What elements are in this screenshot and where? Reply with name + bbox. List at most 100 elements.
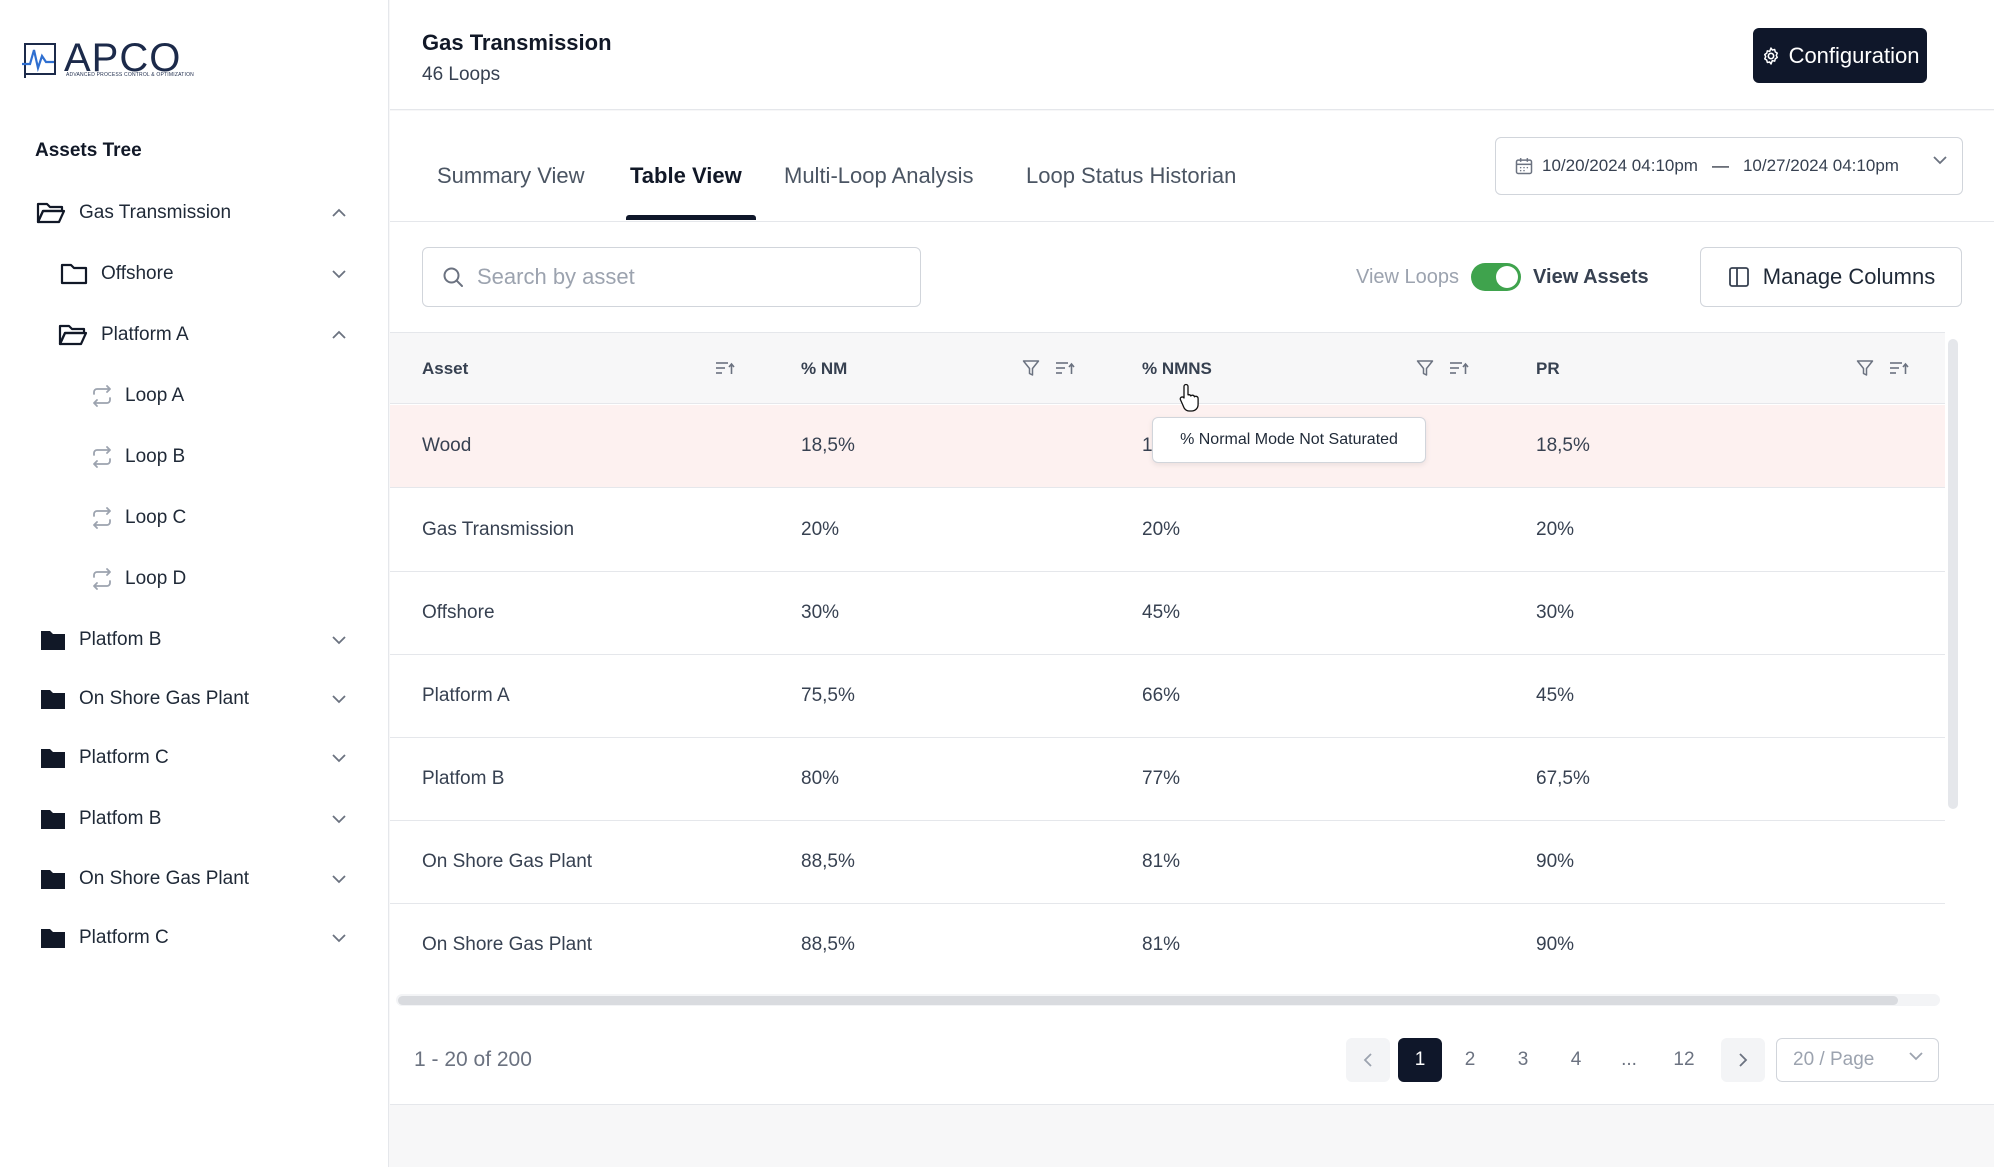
gear-icon <box>1763 46 1778 65</box>
cell-nm: 80% <box>801 768 840 789</box>
tree-item-platform-c[interactable]: Platform C <box>0 733 389 783</box>
tree-item-label: Gas Transmission <box>79 202 232 223</box>
tree-item-platfom-b-2[interactable]: Platfom B <box>0 794 389 844</box>
tab-summary-view[interactable]: Summary View <box>437 163 585 188</box>
search-input[interactable] <box>477 264 897 290</box>
column-header-asset[interactable]: Asset <box>422 359 469 378</box>
tree-item-gas-transmission[interactable]: Gas Transmission <box>0 188 389 238</box>
chevron-up-icon[interactable] <box>326 200 352 226</box>
sidebar: APCO ADVANCED PROCESS CONTROL & OPTIMIZA… <box>0 0 389 1167</box>
cell-nmns: 81% <box>1142 934 1181 955</box>
active-tab-indicator <box>626 215 756 220</box>
loop-icon <box>87 383 117 409</box>
cell-asset: Offshore <box>422 602 495 623</box>
tree-item-on-shore-gas-plant[interactable]: On Shore Gas Plant <box>0 674 389 724</box>
loop-icon <box>87 505 117 531</box>
tree-item-label: Loop C <box>125 507 187 528</box>
tab-table-view[interactable]: Table View <box>630 163 742 188</box>
table-header: Asset % NM % NMNS PR <box>390 332 1945 404</box>
tree-item-platform-a[interactable]: Platform A <box>0 310 389 360</box>
tree-item-loop-a[interactable]: Loop A <box>0 371 389 421</box>
filter-icon[interactable] <box>1414 357 1436 379</box>
column-tooltip: % Normal Mode Not Saturated <box>1152 417 1426 463</box>
horizontal-scrollbar[interactable] <box>398 996 1898 1005</box>
tree-item-label: On Shore Gas Plant <box>79 868 250 889</box>
table-row[interactable]: Gas Transmission 20% 20% 20% <box>390 489 1945 572</box>
table-row[interactable]: On Shore Gas Plant 88,5% 81% 90% <box>390 904 1945 987</box>
vertical-scrollbar[interactable] <box>1948 339 1958 809</box>
chevron-down-icon[interactable] <box>326 866 352 892</box>
tree-item-on-shore-gas-plant-2[interactable]: On Shore Gas Plant <box>0 854 389 904</box>
search-icon <box>443 267 463 287</box>
view-assets-label[interactable]: View Assets <box>1533 265 1649 288</box>
loop-count: 46 Loops <box>422 64 501 85</box>
cell-asset: Wood <box>422 435 472 456</box>
cell-nm: 30% <box>801 602 840 623</box>
tree-item-loop-b[interactable]: Loop B <box>0 432 389 482</box>
tree-item-loop-d[interactable]: Loop D <box>0 554 389 604</box>
loop-icon <box>87 566 117 592</box>
tree-item-platfom-b[interactable]: Platfom B <box>0 615 389 665</box>
prev-page-button[interactable] <box>1346 1038 1390 1082</box>
tree-item-loop-c[interactable]: Loop C <box>0 493 389 543</box>
folder-filled-icon <box>38 806 68 832</box>
date-end: 10/27/2024 04:10pm <box>1742 156 1899 175</box>
view-tabs: Summary View Table View Multi-Loop Analy… <box>390 111 1994 222</box>
column-header-pr[interactable]: PR <box>1536 359 1560 378</box>
page-12-button[interactable]: 12 <box>1673 1049 1695 1070</box>
filter-icon[interactable] <box>1854 357 1876 379</box>
search-box[interactable] <box>422 247 921 307</box>
table-row[interactable]: On Shore Gas Plant 88,5% 81% 90% <box>390 821 1945 904</box>
chevron-down-icon[interactable] <box>326 806 352 832</box>
column-header-nm[interactable]: % NM <box>801 359 848 378</box>
page-size-select[interactable]: 20 / Page <box>1776 1038 1939 1082</box>
chevron-down-icon[interactable] <box>326 686 352 712</box>
pagination-range: 1 - 20 of 200 <box>414 1048 532 1071</box>
cell-nm: 88,5% <box>801 851 855 872</box>
filter-icon[interactable] <box>1020 357 1042 379</box>
sort-icon[interactable] <box>714 357 736 379</box>
view-loops-label[interactable]: View Loops <box>1356 265 1460 288</box>
page-title: Gas Transmission <box>422 30 612 55</box>
main-panel: Summary View Table View Multi-Loop Analy… <box>390 111 1994 1105</box>
tree-item-offshore[interactable]: Offshore <box>0 249 389 299</box>
page-3-button[interactable]: 3 <box>1517 1049 1529 1070</box>
table-row[interactable]: Platfom B 80% 77% 67,5% <box>390 738 1945 821</box>
cell-asset: On Shore Gas Plant <box>422 851 593 872</box>
column-header-nmns[interactable]: % NMNS <box>1142 359 1212 378</box>
page-1-button[interactable]: 1 <box>1398 1038 1442 1082</box>
tab-loop-status-historian[interactable]: Loop Status Historian <box>1026 163 1237 188</box>
chevron-down-icon[interactable] <box>326 925 352 951</box>
table-row[interactable]: Offshore 30% 45% 30% <box>390 572 1945 655</box>
cell-asset: On Shore Gas Plant <box>422 934 593 955</box>
configuration-button[interactable]: Configuration <box>1753 28 1927 83</box>
chevron-down-icon[interactable] <box>326 627 352 653</box>
cell-pr: 20% <box>1536 519 1575 540</box>
tree-item-label: Platfom B <box>79 808 162 829</box>
page-size-value: 20 / Page <box>1793 1049 1875 1070</box>
configuration-label: Configuration <box>1788 42 1920 68</box>
view-toggle-group: View Loops View Assets <box>1356 263 1649 291</box>
cell-nmns: 45% <box>1142 602 1181 623</box>
tab-multi-loop-analysis[interactable]: Multi-Loop Analysis <box>784 163 974 188</box>
manage-columns-button[interactable]: Manage Columns <box>1700 247 1962 307</box>
chevron-up-icon[interactable] <box>326 322 352 348</box>
view-toggle-switch[interactable] <box>1471 263 1522 291</box>
sort-icon[interactable] <box>1888 357 1910 379</box>
chevron-down-icon <box>1933 156 1947 165</box>
cell-nmns: 81% <box>1142 851 1181 872</box>
sort-icon[interactable] <box>1448 357 1470 379</box>
date-range-picker[interactable]: 10/20/2024 04:10pm — 10/27/2024 04:10pm <box>1495 137 1963 195</box>
next-page-button[interactable] <box>1721 1038 1765 1082</box>
manage-columns-label: Manage Columns <box>1762 264 1936 289</box>
table-row[interactable]: Platform A 75,5% 66% 45% <box>390 655 1945 738</box>
cell-pr: 30% <box>1536 602 1575 623</box>
page-2-button[interactable]: 2 <box>1464 1049 1476 1070</box>
tree-item-label: Platform C <box>79 747 169 768</box>
tree-item-platform-c-2[interactable]: Platform C <box>0 913 389 963</box>
page-ellipsis[interactable]: ... <box>1621 1049 1637 1070</box>
chevron-down-icon[interactable] <box>326 261 352 287</box>
sort-icon[interactable] <box>1054 357 1076 379</box>
page-4-button[interactable]: 4 <box>1570 1049 1582 1070</box>
chevron-down-icon[interactable] <box>326 745 352 771</box>
